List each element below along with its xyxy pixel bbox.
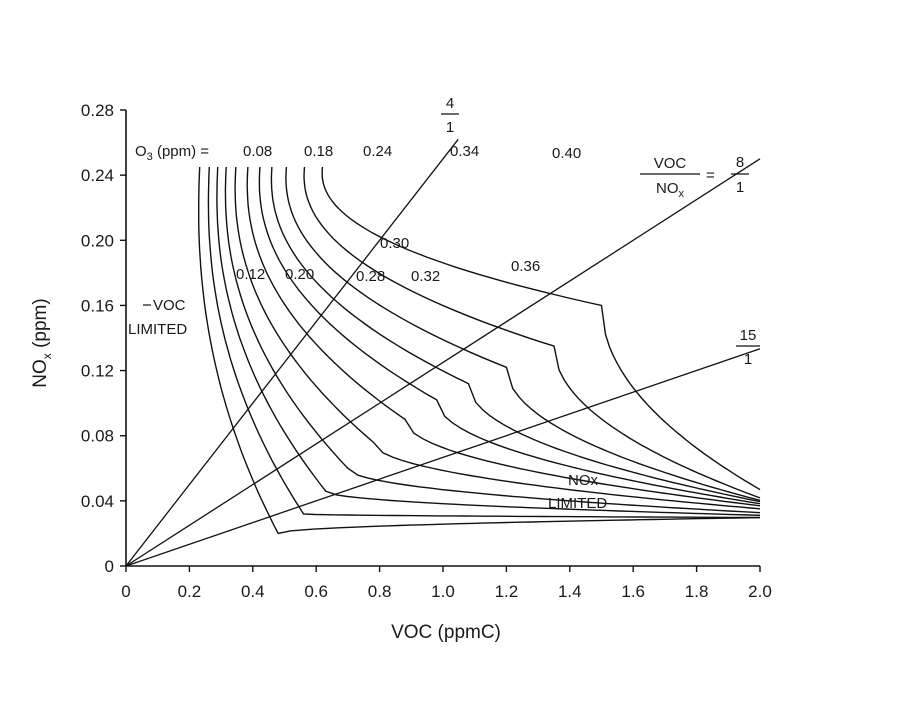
label-0.30: 0.30	[380, 235, 409, 252]
o3-prefix-main: O	[135, 143, 147, 160]
o3-prefix-rest: (ppm) =	[157, 143, 209, 160]
o3-legend-prefix: O3 (ppm) =	[135, 143, 209, 163]
label-0.18: 0.18	[304, 143, 333, 160]
y-tick-label: 0	[105, 557, 114, 576]
y-tick-label: 0.20	[81, 231, 114, 250]
y-tick-label: 0.28	[81, 101, 114, 120]
ratio-15-denominator: 1	[744, 351, 752, 368]
y-tick-label: 0.08	[81, 427, 114, 446]
nox-limited-line2: LIMITED	[548, 495, 607, 512]
voc-limited-line1: VOC	[153, 297, 186, 314]
label-0.24: 0.24	[363, 143, 392, 160]
x-tick-label: 1.8	[685, 582, 709, 601]
isopleth-curve-0.34	[285, 166, 761, 502]
isopleth-curve-0.30	[258, 166, 761, 505]
label-0.12: 0.12	[236, 266, 265, 283]
ratio-8-denominator: 1	[736, 179, 744, 196]
label-0.34: 0.34	[450, 143, 479, 160]
ratio-line-15-to-1	[125, 348, 761, 567]
label-0.20: 0.20	[285, 266, 314, 283]
ratio-equals: =	[706, 167, 715, 184]
ratio-lines	[125, 138, 761, 567]
axes	[125, 110, 760, 567]
x-axis-title: VOC (ppmC)	[391, 622, 501, 643]
ratio-line-4-to-1	[125, 138, 459, 567]
isopleth-curve-0.28	[246, 166, 761, 507]
x-tick-label: 2.0	[748, 582, 772, 601]
label-0.32: 0.32	[411, 268, 440, 285]
x-ticks: 0 0.2 0.4 0.6 0.8 1.0 1.2 1.4 1.6 1.8 2.0	[121, 566, 772, 601]
voc-limited-line2: LIMITED	[128, 321, 187, 338]
y-axis-title-sub: x	[40, 353, 54, 359]
isopleth-curve-0.12	[207, 166, 760, 519]
ratio-15-numerator: 15	[740, 327, 757, 344]
ratio-line-8-to-1	[125, 158, 761, 567]
isopleth-curve-0.40	[321, 166, 761, 491]
ratio-nox-denominator: NOx	[656, 180, 685, 200]
label-0.36: 0.36	[511, 258, 540, 275]
x-tick-label: 1.0	[431, 582, 455, 601]
ratio-8-numerator: 8	[736, 154, 744, 171]
x-tick-label: 0.2	[178, 582, 202, 601]
label-0.08: 0.08	[243, 143, 272, 160]
label-0.28: 0.28	[356, 268, 385, 285]
y-axis-title-main: NO	[30, 359, 51, 388]
isopleth-curve-0.18	[216, 166, 761, 516]
x-tick-label: 1.2	[495, 582, 519, 601]
voc-limited-annotation: VOC LIMITED	[128, 297, 187, 338]
nox-limited-annotation: NOx LIMITED	[548, 472, 607, 512]
isopleth-curve-0.08	[198, 166, 761, 535]
x-tick-label: 0.6	[304, 582, 328, 601]
ratio-label-voc-nox: VOC NOx = 8 1	[640, 154, 749, 200]
isopleth-curve-0.20	[224, 166, 761, 514]
ratio-label-15-1: 15 1	[736, 327, 760, 368]
ratio-voc-numerator: VOC	[654, 155, 687, 172]
y-tick-label: 0.04	[81, 492, 114, 511]
x-tick-label: 0.8	[368, 582, 392, 601]
x-tick-label: 1.4	[558, 582, 582, 601]
y-axis-title: NOx (ppm)	[30, 298, 54, 387]
y-ticks: 0 0.04 0.08 0.12 0.16 0.20 0.24 0.28	[81, 101, 126, 576]
isopleth-curve-0.24	[234, 166, 761, 510]
y-tick-label: 0.24	[81, 166, 114, 185]
x-tick-label: 0.4	[241, 582, 265, 601]
ratio-4-denominator: 1	[446, 119, 454, 136]
y-tick-label: 0.12	[81, 362, 114, 381]
y-axis-title-unit: (ppm)	[30, 298, 51, 348]
isopleth-curve-0.36	[303, 166, 761, 499]
isopleth-labels: 0.08 0.18 0.24 0.34 0.40 0.30 0.12 0.20 …	[236, 143, 581, 285]
o3-prefix-sub: 3	[147, 151, 153, 163]
x-tick-label: 1.6	[621, 582, 645, 601]
nox-limited-line1: NOx	[568, 472, 599, 489]
y-tick-label: 0.16	[81, 296, 114, 315]
isopleth-curves	[198, 166, 761, 535]
label-0.40: 0.40	[552, 145, 581, 162]
isopleth-curve-0.32	[270, 166, 761, 503]
ratio-4-numerator: 4	[446, 95, 454, 112]
svg-text:NOx (ppm): NOx (ppm)	[30, 298, 54, 387]
x-tick-label: 0	[121, 582, 130, 601]
ratio-label-4-1: 4 1	[441, 95, 459, 136]
